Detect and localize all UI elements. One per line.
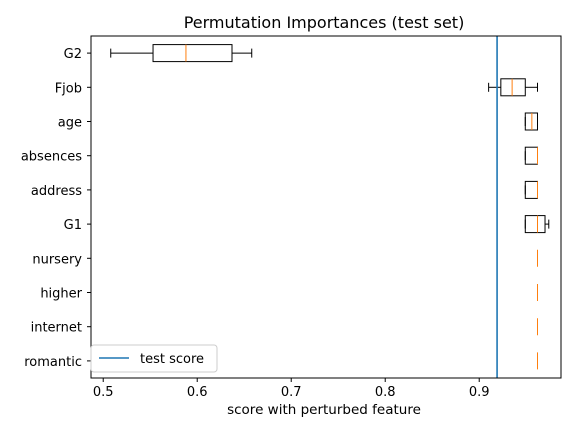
y-tick-label-absences: absences xyxy=(21,150,82,165)
box-iqr-fjob xyxy=(500,78,526,97)
box-iqr-g2 xyxy=(152,44,233,63)
y-tick-label-fjob: Fjob xyxy=(55,81,82,96)
x-tick-label-3: 0.8 xyxy=(375,385,396,400)
y-tick-label-g2: G2 xyxy=(64,47,82,62)
x-axis-label: score with perturbed feature xyxy=(227,402,421,418)
legend-label-test-score: test score xyxy=(140,352,204,367)
legend-frame xyxy=(90,344,218,373)
plot-area xyxy=(110,36,550,378)
y-tick-label-internet: internet xyxy=(31,321,82,336)
box-age xyxy=(524,112,539,131)
box-address xyxy=(524,180,539,199)
x-tick-label-0: 0.5 xyxy=(93,385,114,400)
box-absences xyxy=(524,146,539,165)
chart-title: Permutation Importances (test set) xyxy=(184,13,465,32)
y-tick-label-g1: G1 xyxy=(64,218,82,233)
y-tick-label-higher: higher xyxy=(40,287,82,302)
y-tick-label-address: address xyxy=(31,184,82,199)
y-tick-label-romantic: romantic xyxy=(24,355,82,370)
x-tick-label-2: 0.7 xyxy=(281,385,302,400)
legend: test score xyxy=(90,344,218,373)
box-g1 xyxy=(524,215,550,234)
y-tick-label-age: age xyxy=(58,116,82,131)
x-tick-label-4: 0.9 xyxy=(469,385,490,400)
x-tick-label-1: 0.6 xyxy=(187,385,208,400)
y-tick-label-nursery: nursery xyxy=(32,252,82,267)
box-fjob xyxy=(488,78,538,97)
axes: 0.5 0.6 0.7 0.8 0.9 G2 Fjob age absences address G… xyxy=(21,35,562,400)
box-iqr-g1 xyxy=(524,215,546,234)
axes-frame xyxy=(90,35,562,379)
box-g2 xyxy=(110,44,253,63)
